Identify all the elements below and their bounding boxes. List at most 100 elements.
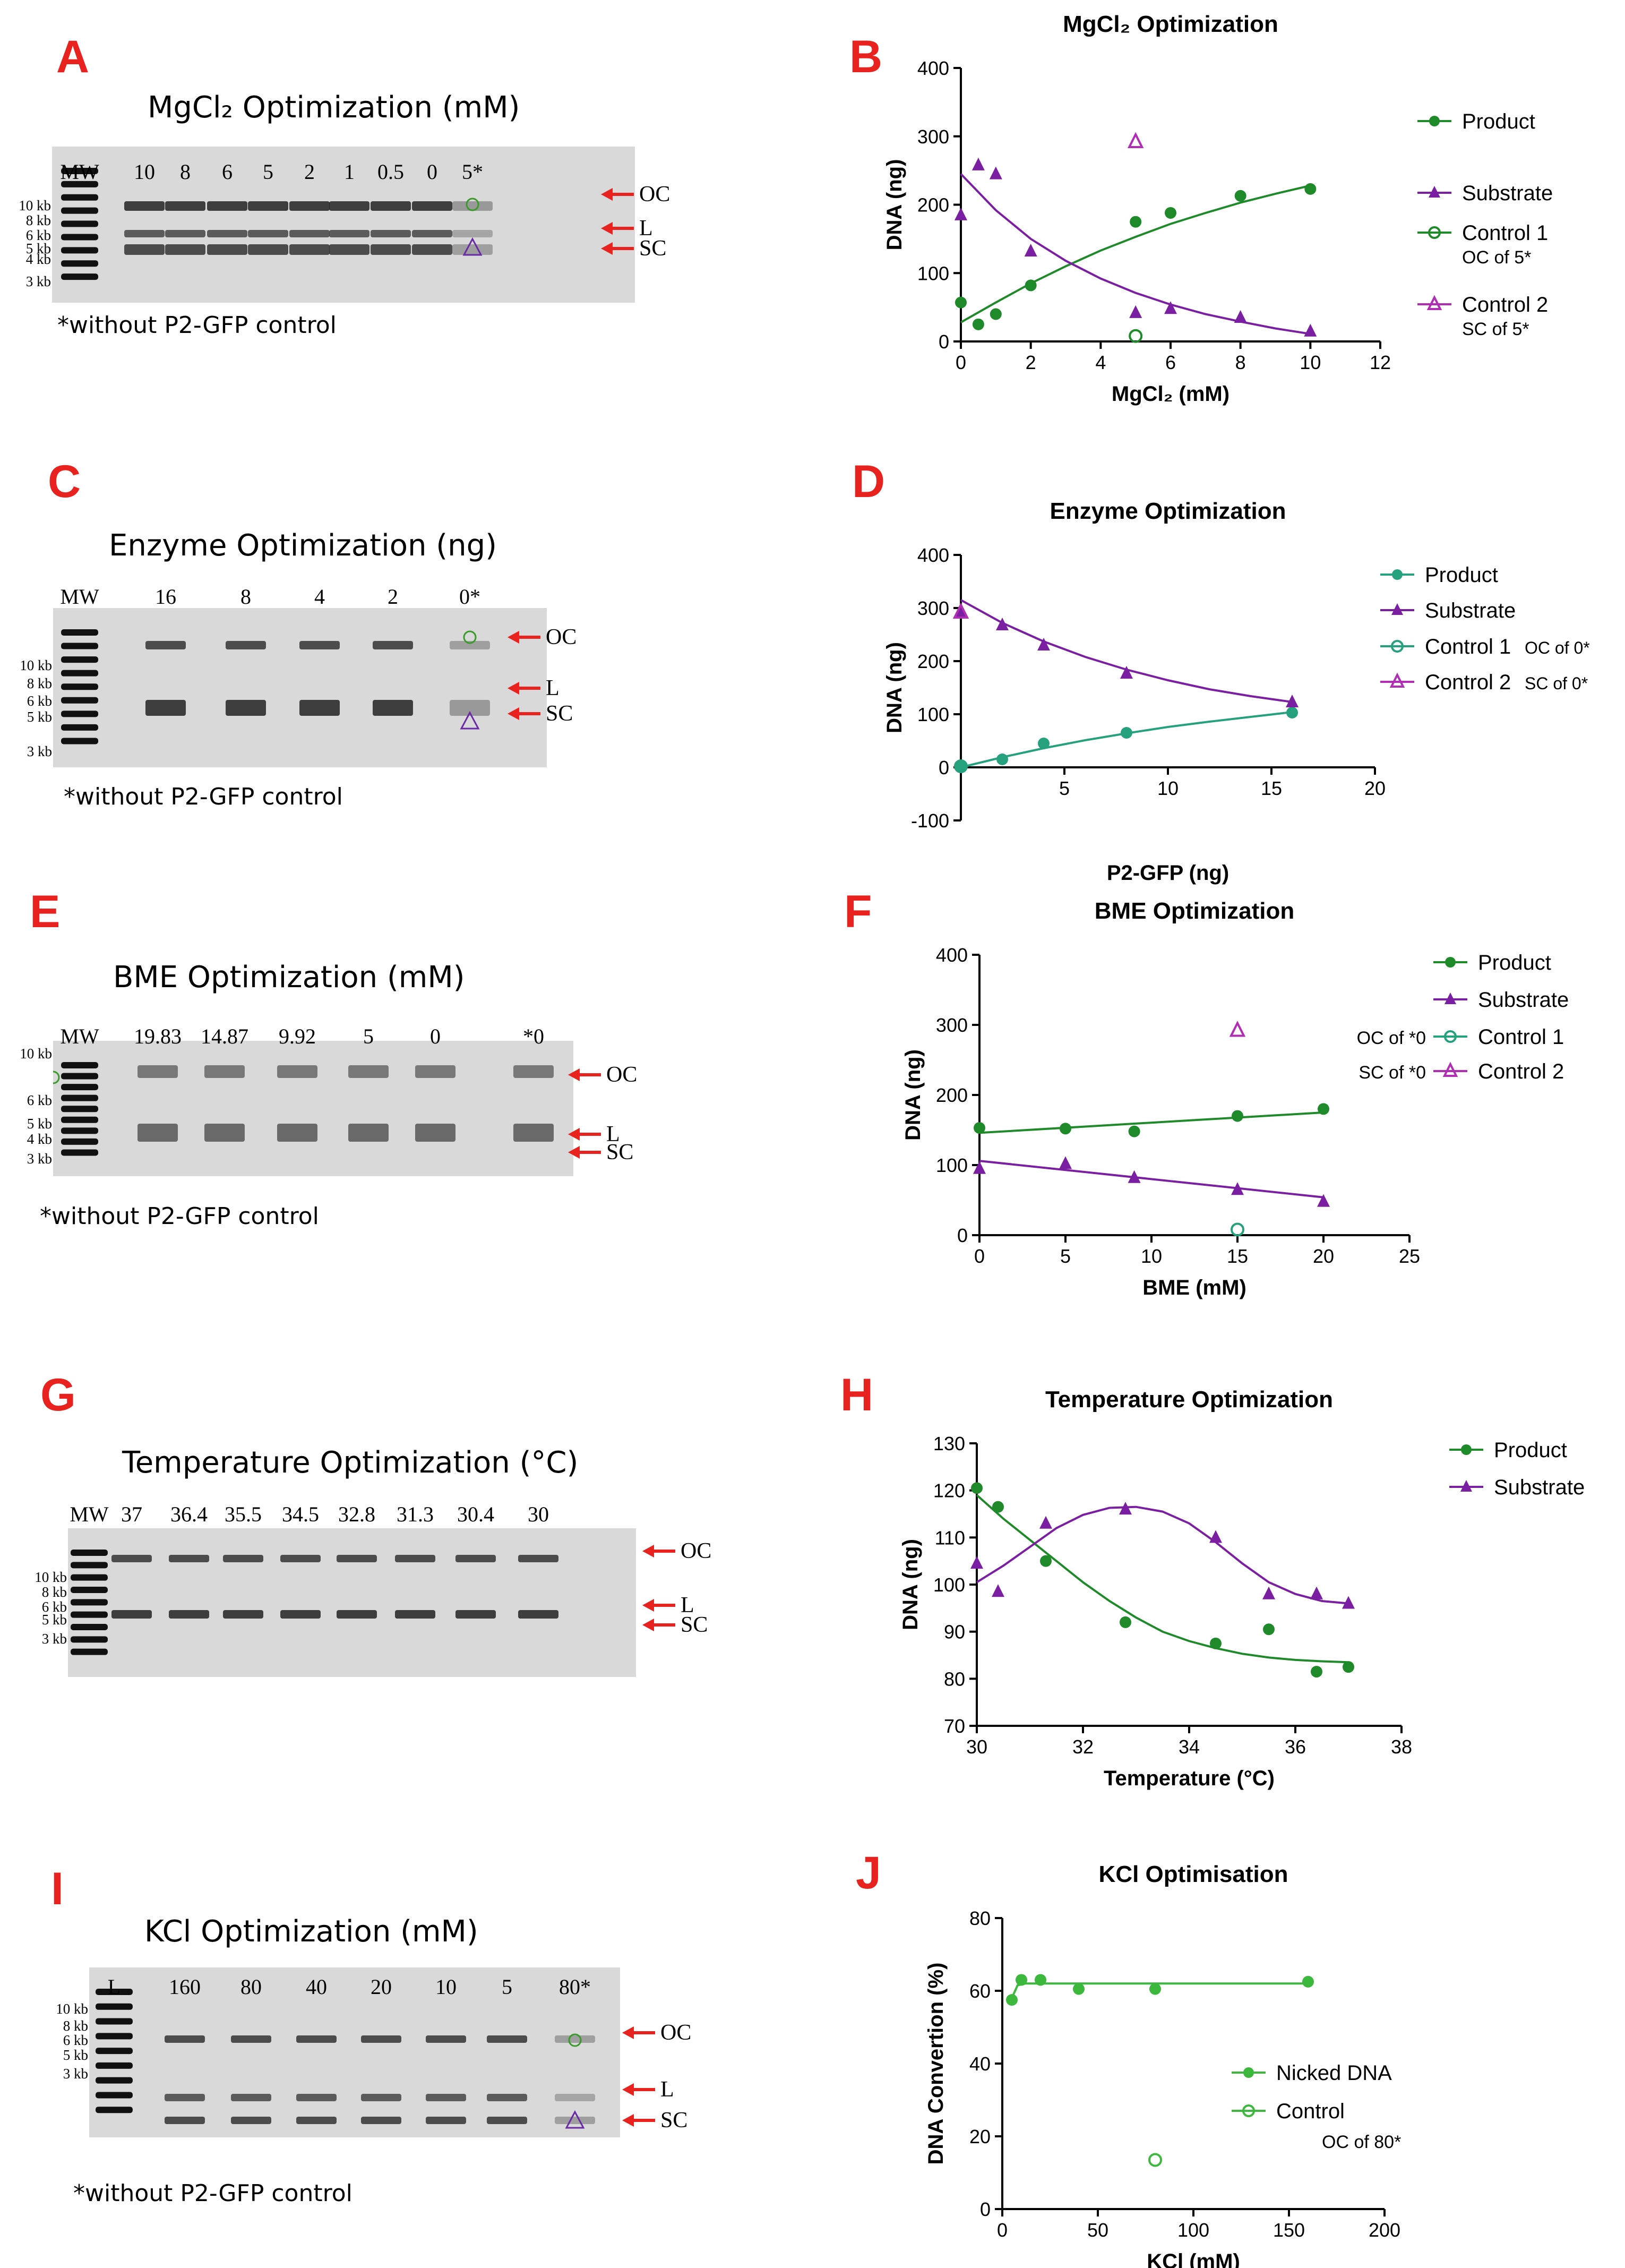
lane-label: 31.3: [397, 1502, 434, 1526]
data-point-product: [1040, 1555, 1052, 1567]
data-point-substrate: [1231, 1182, 1244, 1195]
x-axis-label: BME (mM): [1142, 1276, 1246, 1299]
band-arrow-sc: SC: [622, 2108, 687, 2133]
gel-band: [145, 641, 186, 649]
y-tick-label: 200: [917, 194, 949, 216]
legend-label: Substrate: [1478, 988, 1569, 1012]
y-tick-label: 100: [936, 1154, 968, 1176]
data-point-nicked-dna: [1073, 1983, 1085, 1995]
lane-label: 2: [388, 585, 398, 609]
gel-band: [412, 230, 452, 237]
data-point-substrate: [1209, 1530, 1222, 1543]
y-tick-label: 300: [917, 126, 949, 148]
chart-title: BME Optimization: [1095, 898, 1294, 924]
legend-label: Control 2: [1478, 1060, 1564, 1083]
band-label: SC: [606, 1140, 634, 1165]
chart-h: Temperature Optimization 70 80 90 100 110 120 1…: [899, 1387, 1585, 1790]
mw-size-label: 3 kb: [63, 2066, 88, 2082]
gel-band: [518, 1555, 558, 1562]
data-point-product: [955, 760, 967, 772]
band-arrow-l: L: [508, 675, 560, 701]
red-arrow-icon: [568, 1146, 601, 1159]
mw-size-label: 10 kb: [19, 198, 51, 213]
x-axis-label: Temperature (°C): [1104, 1767, 1275, 1790]
mw-size-label: 8 kb: [41, 1584, 67, 1600]
lane-label: 40: [306, 1975, 327, 1999]
lane-label: 4: [314, 585, 325, 609]
data-point-product: [990, 308, 1002, 320]
x-tick-label: 5: [1060, 1245, 1071, 1267]
ladder-band: [71, 1587, 108, 1593]
band-label: L: [606, 1122, 620, 1146]
chart-title: Enzyme Optimization: [1050, 498, 1286, 524]
y-tick-label: 70: [944, 1715, 965, 1737]
gel-band: [452, 201, 493, 211]
data-point-product: [1165, 207, 1176, 219]
lane-label: 19.83: [134, 1024, 182, 1048]
x-tick-label: 12: [1370, 352, 1391, 373]
x-tick-label: 36: [1285, 1736, 1306, 1758]
gel-band: [296, 2035, 337, 2043]
legend-marker: [1389, 672, 1405, 688]
data-point-product: [974, 1122, 985, 1134]
gel-band: [452, 230, 493, 237]
gel-band: [277, 1124, 317, 1142]
gel-band: [296, 2117, 337, 2124]
lane-label: *0: [523, 1024, 544, 1048]
legend-marker: [1444, 1030, 1457, 1043]
data-point-substrate: [1129, 305, 1142, 318]
ladder-band: [96, 1989, 133, 1995]
data-point-product: [1130, 216, 1142, 228]
data-point-product: [1263, 1623, 1275, 1636]
gel-band: [223, 1555, 263, 1562]
lane-label: 20: [371, 1975, 392, 1999]
gel-band: [412, 201, 452, 211]
lane-label: 0: [427, 160, 437, 184]
red-arrow-icon: [622, 2083, 655, 2096]
gel-title-i: KCl Optimization (mM): [144, 1914, 478, 1949]
ladder-band: [61, 1094, 98, 1101]
ladder-band: [61, 1138, 98, 1145]
gel-band: [137, 1124, 178, 1142]
lane-label: 5*: [462, 160, 483, 184]
ladder-band: [96, 2018, 133, 2025]
band-label: OC: [639, 182, 670, 207]
gel-band: [452, 244, 493, 255]
lane-label: 160: [169, 1975, 201, 1999]
gel-band: [361, 2094, 401, 2101]
y-tick-label: 130: [933, 1433, 965, 1454]
band-arrow-oc: OC: [568, 1062, 637, 1088]
gel-band: [337, 1610, 377, 1619]
lane-label: 10: [435, 1975, 457, 1999]
mw-size-label: 3 kb: [41, 1631, 67, 1647]
gel-band: [513, 1124, 554, 1142]
ladder-band: [96, 2077, 133, 2084]
ladder-band: [61, 724, 98, 731]
band-label: L: [660, 2077, 674, 2102]
y-tick-label: 40: [969, 2053, 991, 2075]
ladder-band: [71, 1599, 108, 1606]
ladder-band: [71, 1624, 108, 1630]
x-tick-label: 34: [1179, 1736, 1200, 1758]
gel-band: [348, 1124, 389, 1142]
chart-f: BME Optimization 0 100 200 300 400 0 5 10 15 20 25 B…: [901, 898, 1569, 1299]
mw-size-label: 5 kb: [27, 1116, 52, 1132]
mw-size-label: 4 kb: [25, 251, 51, 267]
gel-band: [124, 201, 165, 211]
mw-size-label: 5 kb: [63, 2047, 88, 2063]
legend-marker: [1445, 992, 1456, 1004]
panel-letter-f: F: [844, 886, 872, 937]
fit-line-product: [979, 1111, 1324, 1134]
gel-band: [299, 700, 340, 716]
legend-label: Control 1: [1425, 635, 1511, 658]
panel-letter-g: G: [40, 1370, 76, 1420]
gel-band: [289, 230, 330, 237]
x-tick-label: 0: [956, 352, 966, 373]
ladder-band: [61, 629, 98, 636]
y-tick-label: 400: [936, 944, 968, 966]
gel-band: [371, 244, 411, 255]
x-axis-label: P2-GFP (ng): [1107, 861, 1229, 885]
gel-title-e: BME Optimization (mM): [113, 960, 465, 995]
data-point-substrate: [1234, 310, 1247, 323]
data-point-control-2: [1229, 1021, 1246, 1037]
